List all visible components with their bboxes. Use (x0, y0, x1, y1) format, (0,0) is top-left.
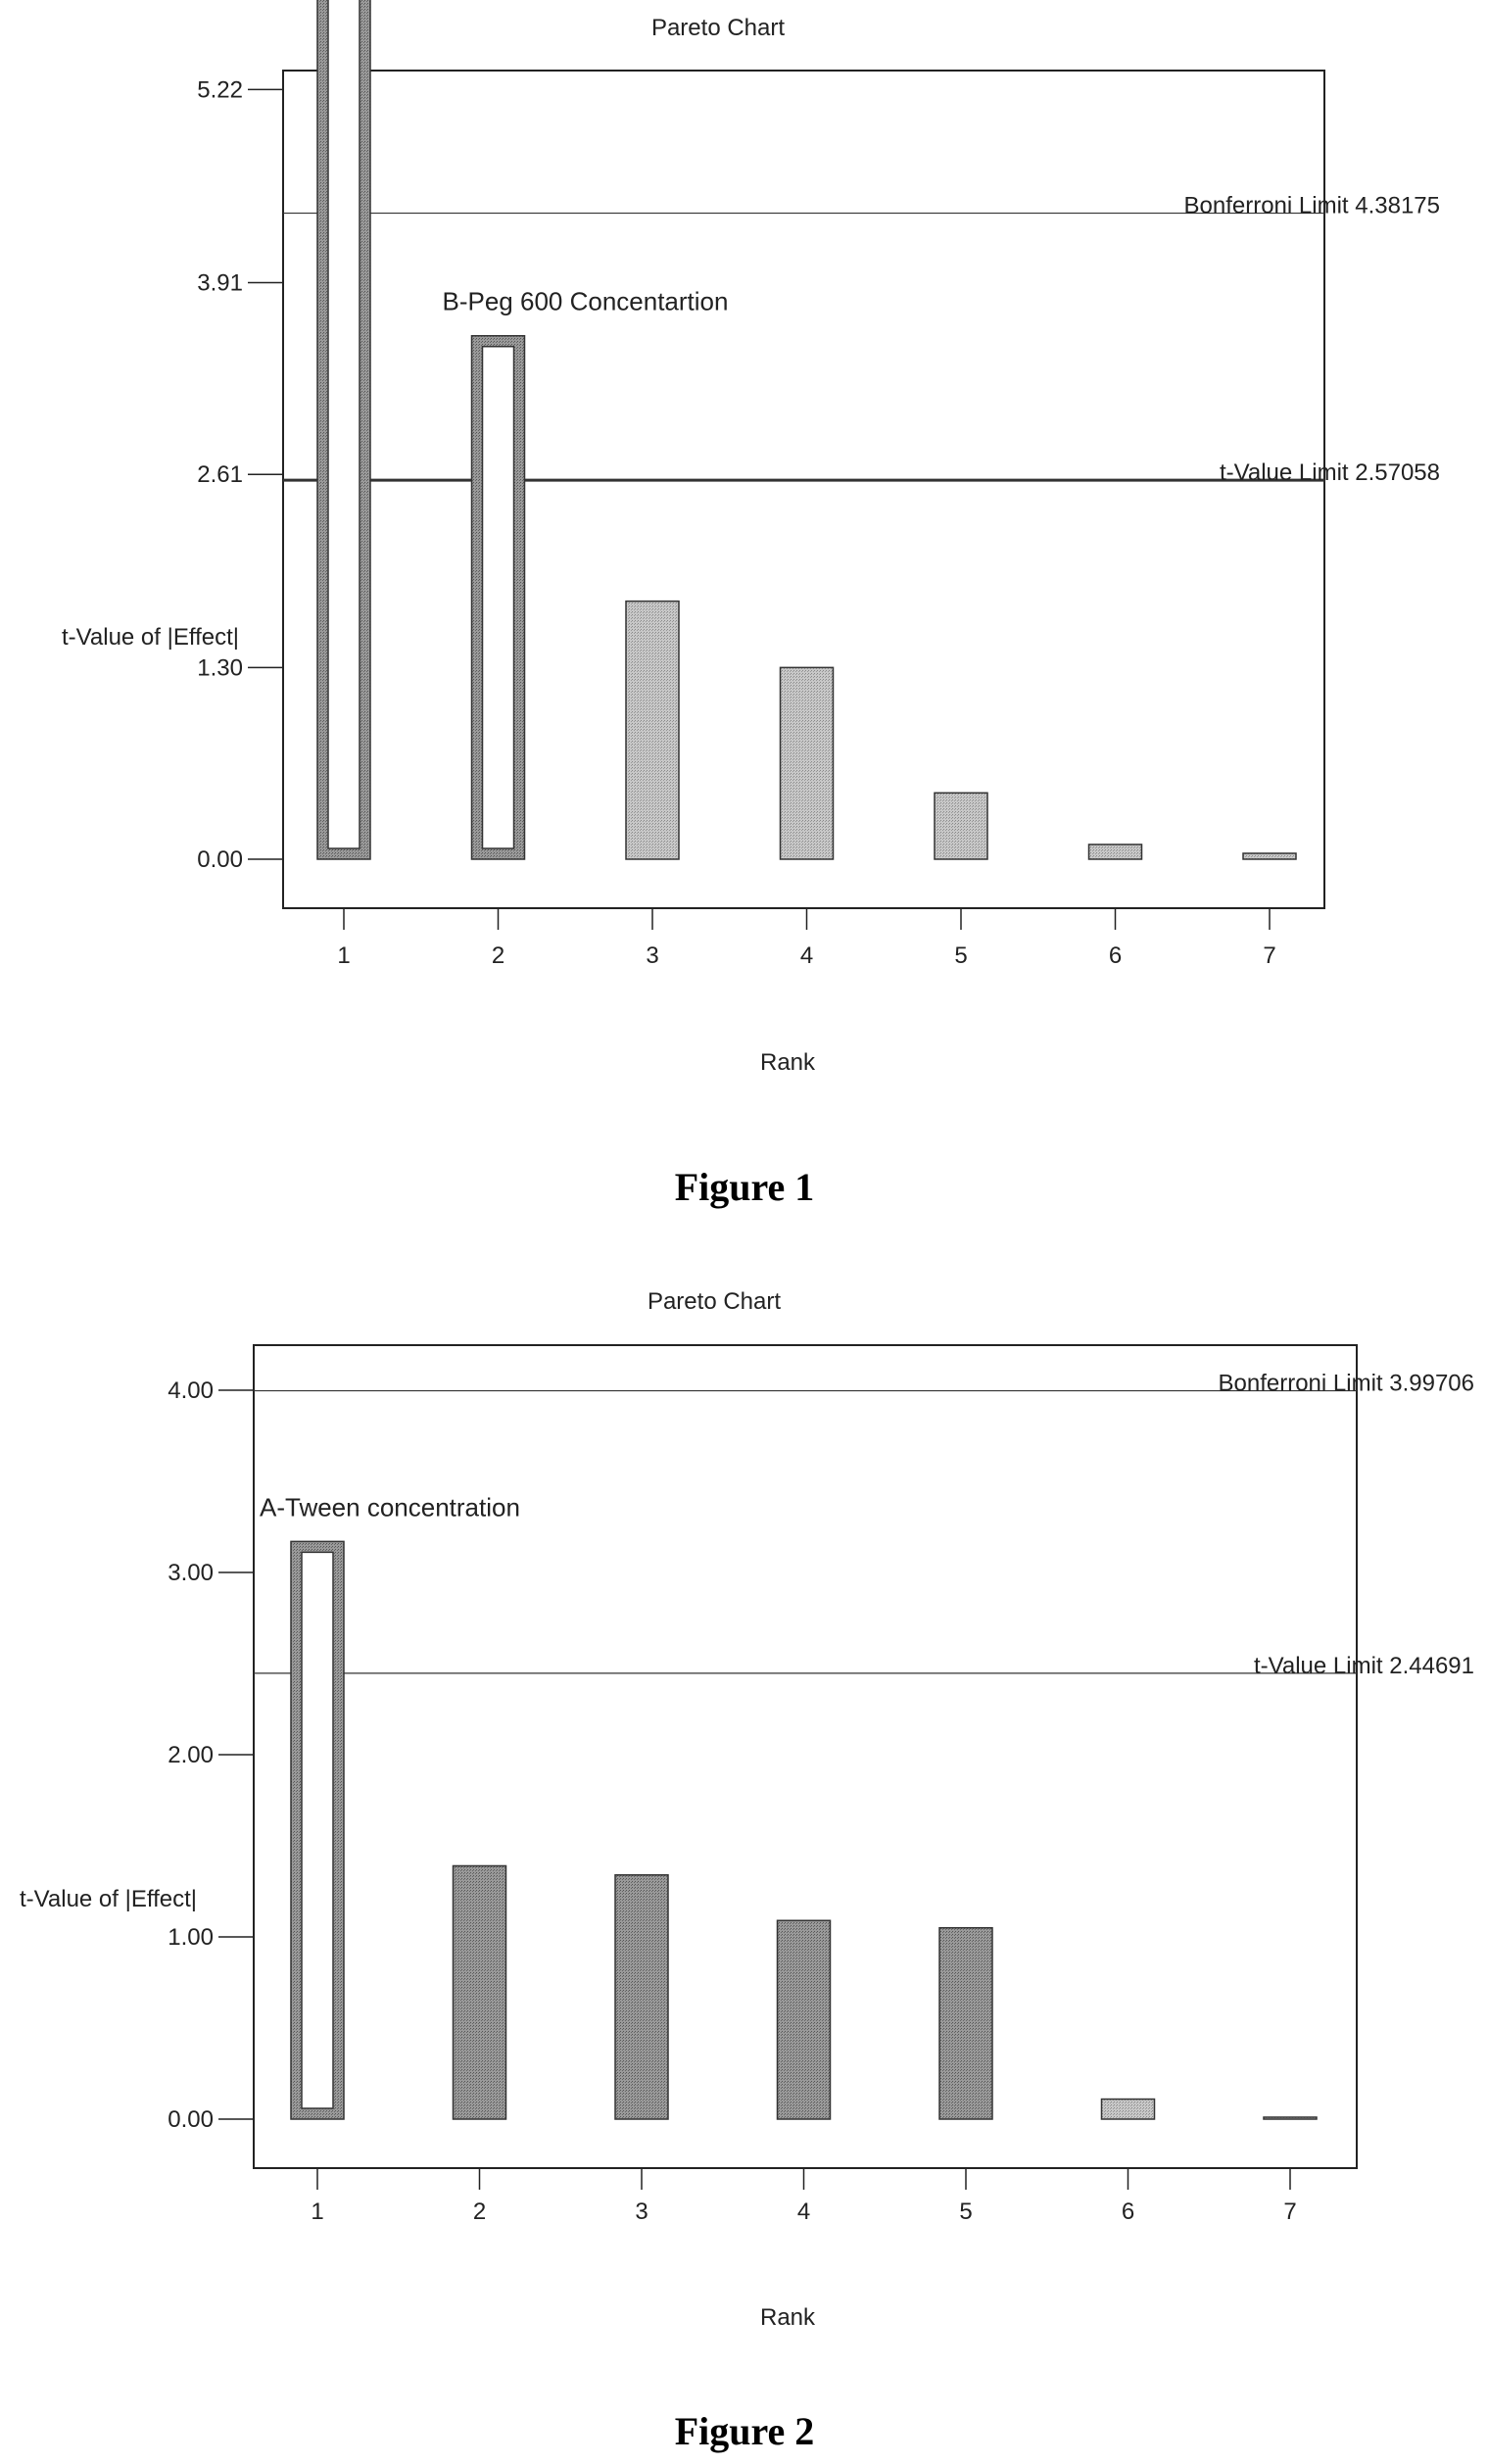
y-tick-label: 5.22 (197, 76, 243, 103)
limit-label: t-Value Limit 2.44691 (1254, 1653, 1474, 1679)
plot-frame (282, 70, 1325, 909)
y-tick-label: 4.00 (168, 1377, 214, 1404)
x-tick-label: 3 (646, 942, 658, 969)
x-tick-label: 4 (800, 942, 813, 969)
bar-annotation: A-Tween concentration (260, 1492, 520, 1522)
x-tick-label: 6 (1122, 2198, 1134, 2225)
x-tick-label: 1 (311, 2198, 323, 2225)
x-tick-label: 2 (473, 2198, 486, 2225)
x-tick-label: 7 (1283, 2198, 1296, 2225)
bar (1263, 2116, 1318, 2120)
y-tick-label: 1.00 (168, 1924, 214, 1951)
bar (938, 1926, 993, 2120)
x-axis-label: Rank (760, 2304, 816, 2331)
x-tick-label: 1 (337, 942, 350, 969)
chart-title: Pareto Chart (651, 15, 785, 41)
limit-label: t-Value Limit 2.57058 (1220, 459, 1440, 486)
y-axis-label: t-Value of |Effect| (62, 624, 239, 651)
bar (779, 666, 835, 860)
x-tick-label: 4 (797, 2198, 810, 2225)
y-tick-label: 3.91 (197, 270, 243, 297)
x-tick-label: 7 (1263, 942, 1275, 969)
y-axis-label: t-Value of |Effect| (20, 1886, 197, 1912)
bar (934, 792, 988, 860)
y-tick-label: 2.61 (197, 461, 243, 488)
x-axis: 1 2 3 4 5 6 7 (311, 2168, 1297, 2225)
bar (452, 1864, 507, 2120)
pareto-chart-figure-1: Pareto Chart 0.001.302.613.915.226.52 Bo… (62, 0, 1440, 1209)
x-axis: 1 2 3 4 5 6 7 (337, 908, 1276, 969)
y-tick-label: 3.00 (168, 1560, 214, 1586)
reference-lines: Bonferroni Limit 4.38175 t-Value Limit 2.… (283, 193, 1441, 486)
y-axis: 0.001.302.613.915.226.52 (197, 76, 283, 873)
bar (625, 600, 680, 860)
bar (1100, 2098, 1156, 2120)
x-axis-label: Rank (760, 1049, 816, 1076)
y-tick-label: 0.00 (197, 846, 243, 873)
reference-lines: Bonferroni Limit 3.99706 t-Value Limit 2.… (254, 1371, 1474, 1679)
y-tick-label: 0.00 (168, 2106, 214, 2133)
limit-label: Bonferroni Limit 3.99706 (1219, 1371, 1475, 1397)
pareto-chart-figure-2: Pareto Chart 0.00 1.00 2.00 3.00 4.00 Bonfer… (20, 1288, 1474, 2453)
bar-annotation: B-Peg 600 Concentartion (443, 287, 729, 316)
figure-caption: Figure 2 (675, 2409, 815, 2453)
x-tick-label: 5 (959, 2198, 972, 2225)
bar (776, 1919, 832, 2120)
bars (316, 0, 1297, 860)
bar-inner (301, 1551, 334, 2109)
bar-annotations: A-Tween concentrationB-Peg 600 Concentar… (443, 287, 729, 316)
bar (1087, 844, 1143, 860)
x-tick-label: 6 (1109, 942, 1122, 969)
y-axis: 0.00 1.00 2.00 3.00 4.00 (168, 1377, 254, 2133)
bar (614, 1874, 669, 2120)
x-tick-label: 5 (954, 942, 967, 969)
x-tick-label: 2 (492, 942, 504, 969)
bar (1242, 852, 1297, 860)
y-tick-label: 2.00 (168, 1742, 214, 1768)
bars (290, 1540, 1318, 2120)
bar-inner (327, 0, 360, 849)
limit-label: Bonferroni Limit 4.38175 (1184, 193, 1441, 219)
figure-caption: Figure 1 (675, 1165, 815, 1209)
plot-frame (253, 1344, 1358, 2169)
bar-annotations: A-Tween concentration (260, 1492, 520, 1522)
y-tick-label: 1.30 (197, 654, 243, 681)
bar-inner (481, 345, 515, 849)
x-tick-label: 3 (635, 2198, 648, 2225)
chart-title: Pareto Chart (648, 1288, 781, 1315)
